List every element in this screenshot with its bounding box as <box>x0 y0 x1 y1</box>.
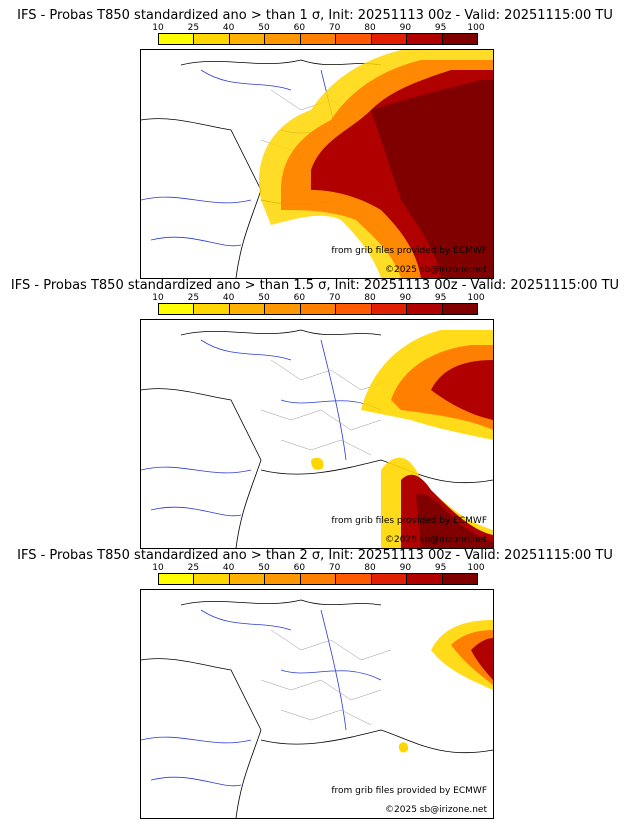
legend-tick-label: 40 <box>222 23 235 33</box>
legend-swatch <box>407 34 443 44</box>
panel-title: IFS - Probas T850 standardized ano > tha… <box>17 548 613 563</box>
legend-swatch <box>159 574 195 584</box>
legend-tick-label: 90 <box>399 23 412 33</box>
map-panel-3: IFS - Probas T850 standardized ano > tha… <box>0 548 630 819</box>
legend-tick-label: 80 <box>364 563 376 573</box>
legend-tick-label: 60 <box>293 563 306 573</box>
legend-tick-label: 50 <box>258 293 270 303</box>
legend-swatch <box>159 34 195 44</box>
legend-tick-label: 25 <box>187 293 200 303</box>
legend-swatch <box>194 574 230 584</box>
map-canvas <box>141 50 493 278</box>
legend-swatch <box>336 34 372 44</box>
legend-swatch <box>194 304 230 314</box>
map-panel-2: IFS - Probas T850 standardized ano > tha… <box>0 278 630 549</box>
legend-tick-label: 100 <box>467 563 485 573</box>
legend-tick-label: 95 <box>434 563 447 573</box>
legend-tick-label: 60 <box>293 23 306 33</box>
map-canvas <box>141 599 493 818</box>
legend-swatch <box>336 304 372 314</box>
panel-title: IFS - Probas T850 standardized ano > tha… <box>10 278 620 293</box>
credit-copyright: ©2025 sb@irizone.net <box>385 265 487 275</box>
legend-swatch <box>229 574 266 584</box>
legend-tick-label: 95 <box>434 23 447 33</box>
legend-tick-label: 80 <box>364 23 376 33</box>
legend-swatch <box>371 574 408 584</box>
legend-swatch <box>442 574 477 584</box>
legend-tick-label: 25 <box>187 563 200 573</box>
color-legend <box>158 303 478 315</box>
legend-tick-label: 50 <box>258 23 270 33</box>
legend-tick-label: 70 <box>328 563 341 573</box>
legend-swatch <box>229 34 266 44</box>
credit-copyright: ©2025 sb@irizone.net <box>385 805 487 815</box>
legend-tick-label: 70 <box>328 293 341 303</box>
legend-tick-label: 90 <box>399 563 412 573</box>
legend-tick-label: 70 <box>328 23 341 33</box>
legend-tick-label: 50 <box>258 563 270 573</box>
panel-title: IFS - Probas T850 standardized ano > tha… <box>17 8 613 23</box>
legend-tick-label: 100 <box>467 293 485 303</box>
legend-tick-label: 40 <box>222 563 235 573</box>
legend-swatch <box>159 304 195 314</box>
credit-source: from grib files provided by ECMWF <box>331 246 487 256</box>
legend-swatch <box>442 304 477 314</box>
legend-tick-label: 10 <box>152 23 164 33</box>
legend-tick-label: 80 <box>364 293 376 303</box>
legend-swatch <box>265 574 301 584</box>
legend-swatch <box>336 574 372 584</box>
legend-swatch <box>265 304 301 314</box>
legend-swatch <box>300 304 337 314</box>
legend-swatch <box>407 304 443 314</box>
legend-tick-label: 10 <box>152 293 164 303</box>
credit-copyright: ©2025 sb@irizone.net <box>385 535 487 545</box>
legend-tick-label: 90 <box>399 293 412 303</box>
map-canvas <box>141 329 493 548</box>
legend-swatch <box>371 34 408 44</box>
legend-tick-label: 25 <box>187 23 200 33</box>
legend-tick-label: 95 <box>434 293 447 303</box>
legend-tick-label: 40 <box>222 293 235 303</box>
legend-tick-label: 100 <box>467 23 485 33</box>
credit-source: from grib files provided by ECMWF <box>331 516 487 526</box>
legend-swatch <box>442 34 477 44</box>
legend-swatch <box>265 34 301 44</box>
legend-swatch <box>229 304 266 314</box>
legend-swatch <box>407 574 443 584</box>
legend-swatch <box>300 574 337 584</box>
legend-tick-label: 10 <box>152 563 164 573</box>
probability-map: from grib files provided by ECMWF ©2025 … <box>140 589 494 819</box>
map-panel-1: IFS - Probas T850 standardized ano > tha… <box>0 8 630 279</box>
legend-swatch <box>371 304 408 314</box>
color-legend <box>158 573 478 585</box>
credit-source: from grib files provided by ECMWF <box>331 786 487 796</box>
color-legend <box>158 33 478 45</box>
legend-swatch <box>300 34 337 44</box>
probability-map: from grib files provided by ECMWF ©2025 … <box>140 319 494 549</box>
legend-tick-label: 60 <box>293 293 306 303</box>
probability-map: from grib files provided by ECMWF ©2025 … <box>140 49 494 279</box>
legend-swatch <box>194 34 230 44</box>
